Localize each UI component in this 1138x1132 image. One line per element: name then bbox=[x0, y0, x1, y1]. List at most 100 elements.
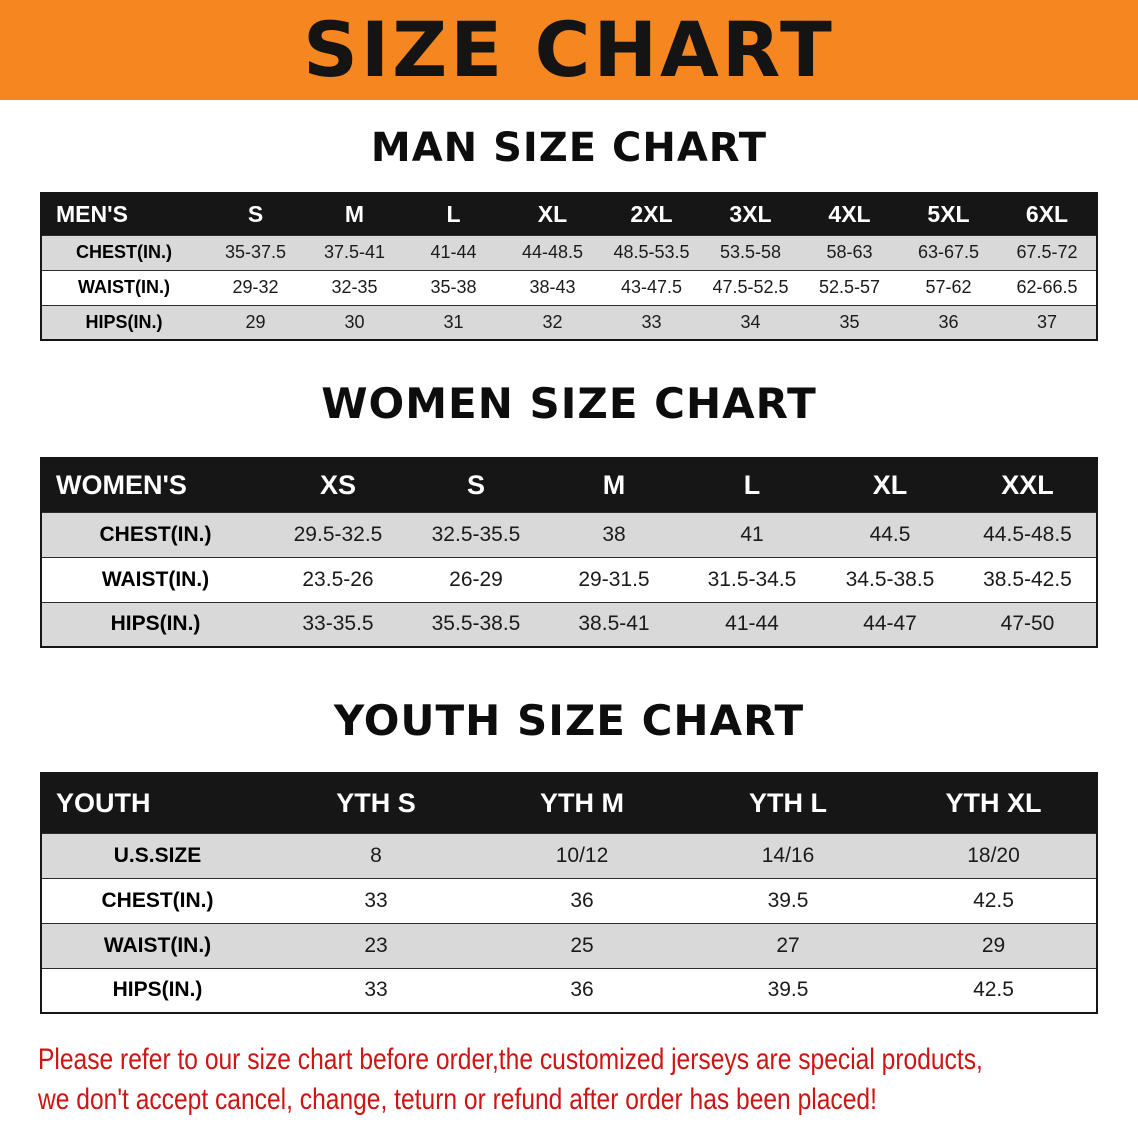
size-cell: 10/12 bbox=[479, 833, 685, 878]
row-label: HIPS(IN.) bbox=[41, 602, 269, 647]
size-cell: 27 bbox=[685, 923, 891, 968]
size-cell: 32 bbox=[503, 305, 602, 340]
row-label: WAIST(IN.) bbox=[41, 923, 273, 968]
youth-chart-heading: YOUTH SIZE CHART bbox=[333, 696, 805, 745]
size-cell: 47.5-52.5 bbox=[701, 270, 800, 305]
women-chest-row: CHEST(IN.) 29.5-32.5 32.5-35.5 38 41 44.… bbox=[41, 512, 1097, 557]
men-size-table: MEN'S S M L XL 2XL 3XL 4XL 5XL 6XL CHEST… bbox=[40, 192, 1098, 341]
size-cell: 23.5-26 bbox=[269, 557, 407, 602]
men-chest-row: CHEST(IN.) 35-37.5 37.5-41 41-44 44-48.5… bbox=[41, 235, 1097, 270]
size-cell: 32-35 bbox=[305, 270, 404, 305]
size-cell: 42.5 bbox=[891, 878, 1097, 923]
size-cell: 36 bbox=[899, 305, 998, 340]
size-header-cell: XS bbox=[269, 458, 407, 512]
disclaimer-text: Please refer to our size chart before or… bbox=[38, 1040, 983, 1120]
size-cell: 42.5 bbox=[891, 968, 1097, 1013]
size-cell: 38.5-41 bbox=[545, 602, 683, 647]
size-cell: 38-43 bbox=[503, 270, 602, 305]
women-waist-row: WAIST(IN.) 23.5-26 26-29 29-31.5 31.5-34… bbox=[41, 557, 1097, 602]
men-waist-row: WAIST(IN.) 29-32 32-35 35-38 38-43 43-47… bbox=[41, 270, 1097, 305]
row-label: HIPS(IN.) bbox=[41, 305, 206, 340]
disclaimer-line-2: we don't accept cancel, change, teturn o… bbox=[38, 1083, 877, 1116]
size-cell: 52.5-57 bbox=[800, 270, 899, 305]
row-label: HIPS(IN.) bbox=[41, 968, 273, 1013]
size-header-cell: L bbox=[683, 458, 821, 512]
size-cell: 37 bbox=[998, 305, 1097, 340]
size-cell: 44-48.5 bbox=[503, 235, 602, 270]
row-label: CHEST(IN.) bbox=[41, 235, 206, 270]
size-cell: 47-50 bbox=[959, 602, 1097, 647]
men-chart-heading: MAN SIZE CHART bbox=[370, 125, 768, 171]
youth-header-row: YOUTH YTH S YTH M YTH L YTH XL bbox=[41, 773, 1097, 833]
men-table-title: MEN'S bbox=[41, 193, 206, 235]
size-cell: 18/20 bbox=[891, 833, 1097, 878]
size-cell: 38.5-42.5 bbox=[959, 557, 1097, 602]
row-label: CHEST(IN.) bbox=[41, 512, 269, 557]
size-cell: 39.5 bbox=[685, 878, 891, 923]
youth-hips-row: HIPS(IN.) 33 36 39.5 42.5 bbox=[41, 968, 1097, 1013]
women-header-row: WOMEN'S XS S M L XL XXL bbox=[41, 458, 1097, 512]
size-header-cell: L bbox=[404, 193, 503, 235]
size-cell: 23 bbox=[273, 923, 479, 968]
size-cell: 35-37.5 bbox=[206, 235, 305, 270]
size-cell: 29.5-32.5 bbox=[269, 512, 407, 557]
youth-chest-row: CHEST(IN.) 33 36 39.5 42.5 bbox=[41, 878, 1097, 923]
size-cell: 58-63 bbox=[800, 235, 899, 270]
disclaimer-line-1: Please refer to our size chart before or… bbox=[38, 1043, 983, 1076]
size-header-cell: 2XL bbox=[602, 193, 701, 235]
women-size-table: WOMEN'S XS S M L XL XXL CHEST(IN.) 29.5-… bbox=[40, 457, 1098, 648]
women-hips-row: HIPS(IN.) 33-35.5 35.5-38.5 38.5-41 41-4… bbox=[41, 602, 1097, 647]
size-cell: 35.5-38.5 bbox=[407, 602, 545, 647]
size-cell: 25 bbox=[479, 923, 685, 968]
size-cell: 43-47.5 bbox=[602, 270, 701, 305]
size-cell: 57-62 bbox=[899, 270, 998, 305]
size-header-cell: M bbox=[305, 193, 404, 235]
size-cell: 41 bbox=[683, 512, 821, 557]
size-header-cell: 6XL bbox=[998, 193, 1097, 235]
size-header-cell: XL bbox=[821, 458, 959, 512]
size-cell: 32.5-35.5 bbox=[407, 512, 545, 557]
size-cell: 38 bbox=[545, 512, 683, 557]
size-header-cell: XXL bbox=[959, 458, 1097, 512]
size-header-cell: YTH XL bbox=[891, 773, 1097, 833]
size-cell: 44.5-48.5 bbox=[959, 512, 1097, 557]
size-cell: 44-47 bbox=[821, 602, 959, 647]
size-cell: 29-31.5 bbox=[545, 557, 683, 602]
row-label: CHEST(IN.) bbox=[41, 878, 273, 923]
size-cell: 30 bbox=[305, 305, 404, 340]
youth-waist-row: WAIST(IN.) 23 25 27 29 bbox=[41, 923, 1097, 968]
size-cell: 26-29 bbox=[407, 557, 545, 602]
women-chart-heading: WOMEN SIZE CHART bbox=[321, 379, 817, 428]
page-title: SIZE CHART bbox=[303, 5, 835, 94]
women-table-title: WOMEN'S bbox=[41, 458, 269, 512]
size-cell: 33 bbox=[273, 878, 479, 923]
youth-table-title: YOUTH bbox=[41, 773, 273, 833]
size-cell: 53.5-58 bbox=[701, 235, 800, 270]
size-header-cell: 5XL bbox=[899, 193, 998, 235]
size-cell: 35-38 bbox=[404, 270, 503, 305]
size-cell: 41-44 bbox=[404, 235, 503, 270]
size-header-cell: 3XL bbox=[701, 193, 800, 235]
row-label: U.S.SIZE bbox=[41, 833, 273, 878]
size-header-cell: S bbox=[407, 458, 545, 512]
size-cell: 41-44 bbox=[683, 602, 821, 647]
row-label: WAIST(IN.) bbox=[41, 270, 206, 305]
size-cell: 29 bbox=[891, 923, 1097, 968]
size-cell: 67.5-72 bbox=[998, 235, 1097, 270]
size-cell: 35 bbox=[800, 305, 899, 340]
size-header-cell: YTH L bbox=[685, 773, 891, 833]
size-cell: 33 bbox=[602, 305, 701, 340]
size-cell: 36 bbox=[479, 968, 685, 1013]
youth-size-table: YOUTH YTH S YTH M YTH L YTH XL U.S.SIZE … bbox=[40, 772, 1098, 1014]
size-header-cell: M bbox=[545, 458, 683, 512]
size-cell: 63-67.5 bbox=[899, 235, 998, 270]
men-hips-row: HIPS(IN.) 29 30 31 32 33 34 35 36 37 bbox=[41, 305, 1097, 340]
size-cell: 8 bbox=[273, 833, 479, 878]
size-cell: 31.5-34.5 bbox=[683, 557, 821, 602]
size-cell: 31 bbox=[404, 305, 503, 340]
size-cell: 29 bbox=[206, 305, 305, 340]
size-header-cell: YTH S bbox=[273, 773, 479, 833]
size-cell: 34.5-38.5 bbox=[821, 557, 959, 602]
youth-ussize-row: U.S.SIZE 8 10/12 14/16 18/20 bbox=[41, 833, 1097, 878]
size-cell: 33-35.5 bbox=[269, 602, 407, 647]
